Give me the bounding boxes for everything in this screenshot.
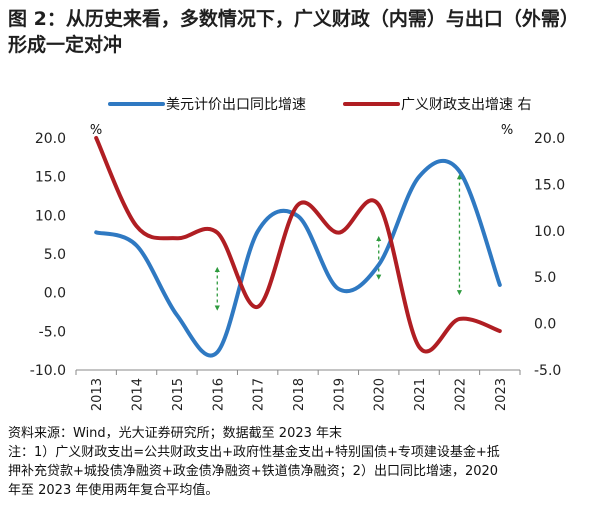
left-tick-label: 10.0 — [35, 208, 66, 224]
right-tick-label: 15.0 — [534, 177, 565, 193]
chart-legend: 美元计价出口同比增速 广义财政支出增速 右 — [108, 97, 531, 113]
fiscal-spending-line — [94, 136, 502, 354]
x-tick-label: 2023 — [494, 378, 509, 411]
footnote-line-1: 注：1）广义财政支出=公共财政支出+政府性基金支出+特别国债+专项建设基金+抵 — [8, 445, 500, 460]
right-tick-label: 20.0 — [534, 131, 565, 147]
left-axis-unit: % — [90, 123, 102, 138]
chart-axes: % % 20.0 15.0 10.0 5.0 0.0 -5.0 -10.0 20.0 15.0 10.… — [30, 123, 565, 411]
x-tick-label: 2021 — [413, 378, 428, 411]
x-tick-label: 2015 — [171, 378, 186, 411]
x-tick-label: 2018 — [292, 378, 307, 411]
chart-title: 图 2：从历史来看，多数情况下，广义财政（内需）与出口（外需）形成一定对冲 — [8, 8, 579, 56]
chart-notes: 资料来源：Wind，光大证券研究所；数据截至 2023 年末 注：1）广义财政支… — [8, 424, 588, 500]
x-tick-label: 2013 — [90, 378, 105, 411]
right-tick-label: 5.0 — [534, 270, 556, 286]
right-axis-unit: % — [501, 123, 513, 138]
export-growth-line — [94, 158, 502, 358]
left-tick-label: 5.0 — [44, 247, 66, 263]
x-tick-label: 2014 — [131, 378, 146, 411]
left-tick-label: 0.0 — [44, 286, 66, 302]
left-tick-label: -5.0 — [39, 324, 66, 340]
legend-label-1: 美元计价出口同比增速 — [166, 97, 306, 113]
left-tick-label: -10.0 — [30, 363, 66, 379]
plot-area — [94, 136, 502, 358]
chart-area: 美元计价出口同比增速 广义财政支出增速 右 % % 20.0 15.0 10.0 5.0 0.… — [30, 97, 565, 411]
left-tick-label: 15.0 — [35, 170, 66, 186]
right-tick-label: 0.0 — [534, 317, 556, 333]
x-tick-label: 2020 — [373, 378, 388, 411]
x-tick-label: 2017 — [252, 378, 267, 411]
footnote-line-3: 年至 2023 年使用两年复合平均值。 — [8, 483, 219, 498]
left-tick-label: 20.0 — [35, 131, 66, 147]
source-note: 资料来源：Wind，光大证券研究所；数据截至 2023 年末 — [8, 426, 343, 441]
right-tick-label: 10.0 — [534, 224, 565, 240]
legend-label-2: 广义财政支出增速 右 — [401, 97, 531, 113]
x-tick-label: 2019 — [332, 378, 347, 411]
x-tick-label: 2022 — [453, 378, 468, 411]
right-tick-label: -5.0 — [534, 363, 561, 379]
footnote-line-2: 押补充贷款+城投债净融资+政金债净融资+铁道债净融资；2）出口同比增速，2020 — [8, 464, 499, 479]
x-tick-label: 2016 — [211, 378, 226, 411]
